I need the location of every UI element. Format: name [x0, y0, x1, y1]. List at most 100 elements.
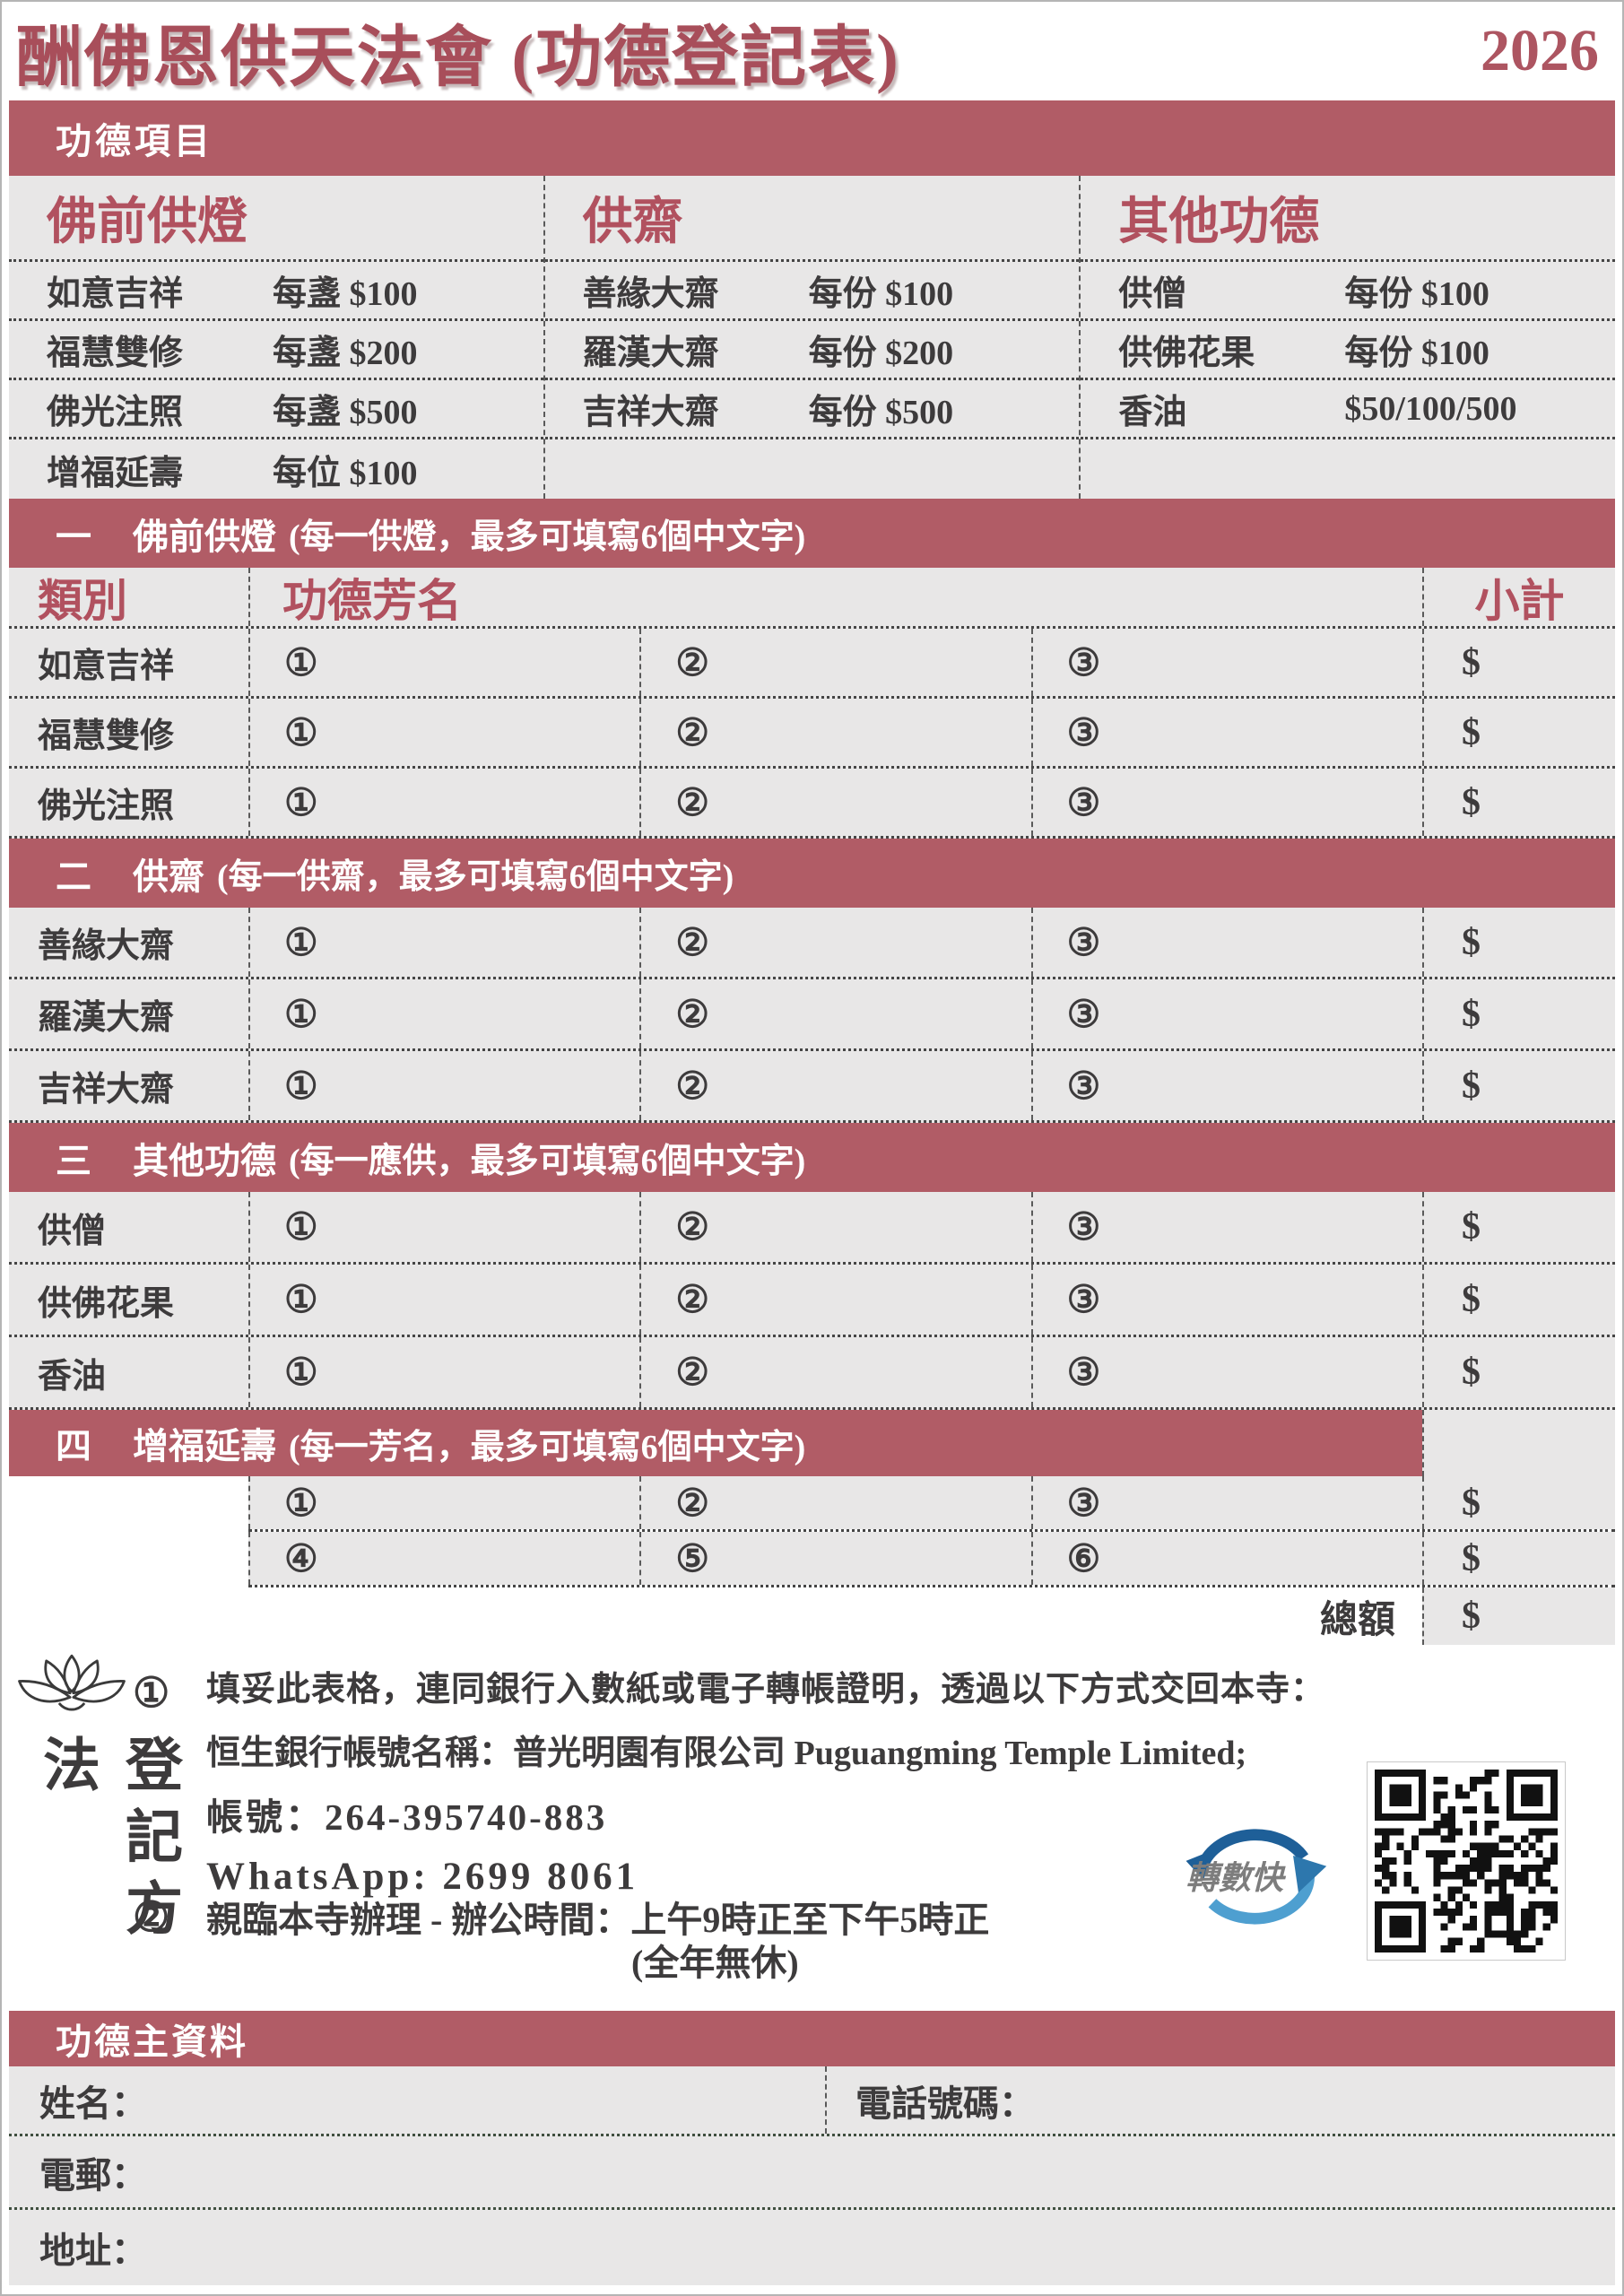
form-header: 酬佛恩供天法會 (功德登記表) 2026: [2, 2, 1622, 100]
name-entry-cell[interactable]: ②: [639, 979, 1030, 1048]
phone-field[interactable]: 電話號碼：: [825, 2066, 1615, 2134]
name-entry-cell[interactable]: ①: [248, 699, 639, 766]
name-entry-cell[interactable]: ①: [248, 1265, 639, 1335]
subtotal-cell[interactable]: $: [1421, 769, 1615, 836]
name-entry-cell[interactable]: ①: [248, 1192, 639, 1262]
name-entry-cell[interactable]: ②: [639, 1051, 1030, 1120]
section-band-longevity: 四 增福延壽 (每一芳名，最多可填寫6個中文字): [9, 1410, 1615, 1476]
name-entry-cell[interactable]: ②: [639, 629, 1030, 696]
name-entry-cell[interactable]: ②: [639, 908, 1030, 977]
method-2-line-1: 親臨本寺辦理 - 辦公時間：上午9時正至下午5時正: [206, 1900, 990, 1940]
name-entry-cell[interactable]: ②: [639, 1265, 1030, 1335]
registration-methods: 登記方法 ① 填妥此表格，連同銀行入數紙或電子轉帳證明，透過以下方式交回本寺： …: [2, 1645, 1622, 2011]
subtotal-cell[interactable]: $: [1421, 699, 1615, 766]
price-item-empty: [1081, 439, 1615, 499]
whatsapp-number: WhatsApp: 2699 8061: [206, 1856, 639, 1898]
name-entry-cell[interactable]: ②: [639, 699, 1030, 766]
subtotal-cell[interactable]: $: [1421, 1476, 1615, 1529]
column-header-names: 功德芳名: [248, 568, 1422, 626]
table-section-meals: 善緣大齋 ① ② ③ $ 羅漢大齋 ① ② ③ $ 吉祥大齋 ① ② ③ $: [9, 908, 1615, 1123]
name-entry-cell[interactable]: ③: [1030, 1192, 1422, 1262]
name-entry-cell[interactable]: ③: [1030, 1051, 1422, 1120]
name-entry-cell[interactable]: ①: [248, 979, 639, 1048]
method-2-line-2: (全年無休): [631, 1943, 799, 1983]
method-1-line-1: 填妥此表格，連同銀行入數紙或電子轉帳證明，透過以下方式交回本寺：: [206, 1671, 1326, 1709]
pricing-column-lamps: 佛前供燈 如意吉祥 每盞 $100 福慧雙修 每盞 $200 佛光注照 每盞 $500…: [9, 176, 543, 499]
subtotal-column-spacer: [1422, 1410, 1615, 1476]
subtotal-cell[interactable]: $: [1421, 1337, 1615, 1407]
table-row: 善緣大齋 ① ② ③ $: [9, 908, 1615, 979]
registration-side-label: 登記方法: [35, 1735, 181, 1950]
name-entry-cell[interactable]: ①: [248, 769, 639, 836]
column-header-subtotal: 小計: [1422, 568, 1615, 626]
price-item: 供僧 每份 $100: [1081, 262, 1616, 321]
price-item: 羅漢大齋 每份 $200: [544, 321, 1080, 380]
name-entry-cell[interactable]: ③: [1030, 908, 1422, 977]
name-entry-cell[interactable]: ①: [248, 908, 639, 977]
pricing-grid: 佛前供燈 如意吉祥 每盞 $100 福慧雙修 每盞 $200 佛光注照 每盞 $500…: [9, 176, 1616, 499]
name-entry-cell[interactable]: ⑥: [1030, 1532, 1422, 1585]
merit-items-band: 功德項目: [9, 100, 1615, 176]
donor-info-band-label: 功德主資料: [56, 2022, 248, 2062]
table-row: ① ② ③ $: [248, 1476, 1615, 1532]
email-field[interactable]: 電郵：: [9, 2136, 1615, 2210]
merit-items-band-label: 功德項目: [56, 121, 213, 161]
subtotal-cell[interactable]: $: [1421, 979, 1615, 1048]
name-entry-cell[interactable]: ⑤: [639, 1532, 1031, 1585]
price-item: 佛光注照 每盞 $500: [9, 380, 543, 439]
subtotal-cell[interactable]: $: [1421, 1192, 1615, 1262]
name-entry-cell[interactable]: ③: [1030, 979, 1422, 1048]
pricing-column-meals: 供齋 善緣大齋 每份 $100 羅漢大齋 每份 $200 吉祥大齋 每份 $500: [543, 176, 1080, 499]
price-item-empty: [545, 439, 1080, 499]
address-field[interactable]: 地址：: [39, 2231, 147, 2271]
table-row: 福慧雙修 ① ② ③ $: [9, 699, 1615, 769]
grand-total-cell[interactable]: $: [1422, 1587, 1615, 1645]
subtotal-cell[interactable]: $: [1421, 1265, 1615, 1335]
name-entry-cell[interactable]: ③: [1030, 1337, 1422, 1407]
table-row: 香油 ① ② ③ $: [9, 1337, 1615, 1410]
method-2-number: ②: [133, 1894, 170, 1940]
name-entry-cell[interactable]: ②: [639, 1192, 1030, 1262]
price-item: 吉祥大齋 每份 $500: [544, 380, 1080, 439]
donor-info-section: 姓名： 電話號碼： 電郵： 地址：: [9, 2066, 1615, 2285]
name-entry-cell[interactable]: ④: [248, 1532, 640, 1585]
pricing-column-title: 供齋: [544, 176, 1080, 262]
name-entry-cell[interactable]: ①: [248, 1337, 639, 1407]
name-entry-cell[interactable]: ②: [639, 1476, 1031, 1529]
name-entry-cell[interactable]: ③: [1030, 699, 1422, 766]
name-entry-cell[interactable]: ①: [248, 629, 639, 696]
subtotal-cell[interactable]: $: [1421, 629, 1615, 696]
name-entry-cell[interactable]: ②: [639, 1337, 1030, 1407]
table-section-longevity: ① ② ③ $ ④ ⑤ ⑥ $ 總額 $: [9, 1476, 1615, 1645]
subtotal-cell[interactable]: $: [1421, 1051, 1615, 1120]
grand-total-label: 總額: [248, 1587, 1422, 1645]
grand-total-row: 總額 $: [248, 1587, 1615, 1645]
price-item: 增福延壽 每位 $100: [47, 454, 418, 492]
lotus-icon: [13, 1650, 131, 1732]
column-header-category: 類別: [38, 575, 127, 626]
name-field[interactable]: 姓名：: [39, 2083, 147, 2124]
name-entry-cell[interactable]: ③: [1030, 769, 1422, 836]
form-year: 2026: [1481, 18, 1599, 83]
name-entry-cell[interactable]: ③: [1030, 629, 1422, 696]
method-1-line-2: 恒生銀行帳號名稱：普光明園有限公司 Puguangming Temple Lim…: [206, 1735, 1247, 1772]
name-entry-cell[interactable]: ①: [248, 1051, 639, 1120]
name-entry-cell[interactable]: ③: [1030, 1265, 1422, 1335]
donor-row-name-phone: 姓名： 電話號碼：: [9, 2066, 1615, 2136]
table-row: 如意吉祥 ① ② ③ $: [9, 629, 1615, 699]
price-item: 福慧雙修 每盞 $200: [9, 321, 543, 380]
table-row: 羅漢大齋 ① ② ③ $: [9, 979, 1615, 1051]
name-entry-cell[interactable]: ①: [248, 1476, 640, 1529]
section-band-other: 三 其他功德 (每一應供，最多可填寫6個中文字): [9, 1123, 1615, 1192]
name-entry-cell[interactable]: ③: [1030, 1476, 1422, 1529]
section-band-lamps: 一 佛前供燈 (每一供燈，最多可填寫6個中文字): [9, 499, 1615, 568]
table-section-other: 供僧 ① ② ③ $ 供佛花果 ① ② ③ $ 香油 ① ② ③ $: [9, 1192, 1615, 1410]
table-row: 供僧 ① ② ③ $: [9, 1192, 1615, 1265]
fps-logo: 轉數快: [1177, 1813, 1327, 1945]
price-item: 供佛花果 每份 $100: [1081, 321, 1616, 380]
subtotal-cell[interactable]: $: [1421, 908, 1615, 977]
name-entry-cell[interactable]: ②: [639, 769, 1030, 836]
subtotal-cell[interactable]: $: [1421, 1532, 1615, 1585]
donor-info-band: 功德主資料: [9, 2011, 1615, 2066]
